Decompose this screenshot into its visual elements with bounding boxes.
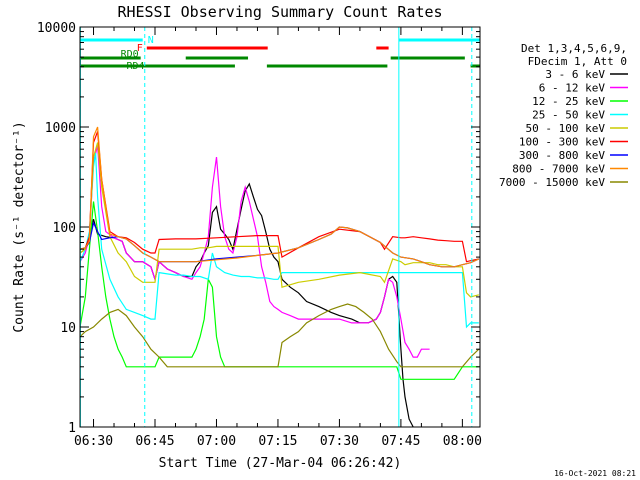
legend-label-5: 100 - 300 keV <box>519 136 605 149</box>
x-axis-label: Start Time (27-Mar-04 06:26:42) <box>159 456 402 471</box>
legend-label-0: 3 - 6 keV <box>545 68 605 81</box>
y-tick-label-2: 100 <box>53 221 76 236</box>
series-line-7 <box>79 126 480 268</box>
y-axis-label: Count Rate (s⁻¹ detector⁻¹) <box>12 121 27 332</box>
x-tick-label-6: 08:00 <box>443 434 482 449</box>
y-tick-label-0: 1 <box>68 421 76 436</box>
x-tick-label-0: 06:30 <box>74 434 113 449</box>
axis-layer: 06:30 06:45 07:00 07:15 07:30 07:45 08:00 1 10 10… <box>37 21 482 449</box>
annotation-label-n: N <box>148 35 154 46</box>
series-line-3 <box>79 152 479 329</box>
series-line-8 <box>79 303 480 368</box>
legend-label-8: 7000 - 15000 keV <box>499 176 605 189</box>
series-line-2 <box>79 201 479 380</box>
y-tick-label-3: 1000 <box>45 121 76 136</box>
series-line-5 <box>79 131 479 263</box>
y-tick-label-1: 10 <box>60 321 76 336</box>
legend-label-3: 25 - 50 keV <box>532 109 605 122</box>
series-line-0 <box>79 182 414 428</box>
legend-header-line-2: FDecim 1, Att 0 <box>528 55 627 68</box>
legend-label-6: 300 - 800 keV <box>519 149 605 162</box>
x-tick-label-5: 07:45 <box>381 434 420 449</box>
legend-label-2: 12 - 25 keV <box>532 95 605 108</box>
series-layer <box>79 126 480 428</box>
legend-label-1: 6 - 12 keV <box>539 82 606 95</box>
chart-title: RHESSI Observing Summary Count Rates <box>117 3 442 21</box>
annotation-label-f: F <box>137 43 143 54</box>
legend-header-line-1: Det 1,3,4,5,6,9, <box>521 42 627 55</box>
x-tick-label-3: 07:15 <box>258 434 297 449</box>
footer-timestamp: 16-Oct-2021 08:21 <box>554 469 636 478</box>
legend: Det 1,3,4,5,6,9, FDecim 1, Att 0 3 - 6 k… <box>499 42 628 189</box>
x-tick-label-1: 06:45 <box>135 434 174 449</box>
series-line-1 <box>79 145 430 358</box>
legend-label-4: 50 - 100 keV <box>526 122 606 135</box>
annotation-label-rd0: RD0 <box>121 49 139 60</box>
annotation-label-rd4: RD4 <box>126 61 144 72</box>
legend-label-7: 800 - 7000 keV <box>512 163 605 176</box>
x-tick-label-4: 07:30 <box>320 434 359 449</box>
series-line-4 <box>79 142 479 298</box>
x-tick-label-2: 07:00 <box>197 434 236 449</box>
y-tick-label-4: 10000 <box>37 21 76 36</box>
